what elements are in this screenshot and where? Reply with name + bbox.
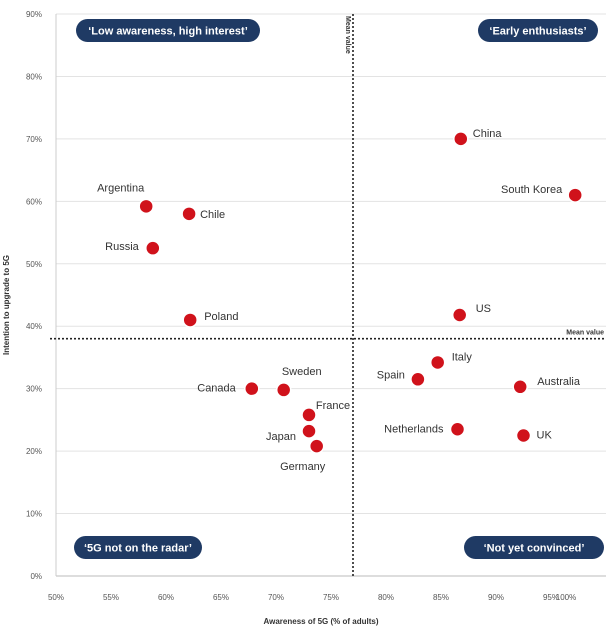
x-tick-label: 80%	[378, 593, 394, 602]
point-label: Chile	[200, 209, 225, 221]
point-label: Italy	[452, 351, 473, 363]
point-label: Spain	[377, 369, 405, 381]
quadrant-top-left-pill	[76, 19, 260, 42]
point-label: US	[476, 303, 491, 315]
mean-x-label: Mean value	[344, 16, 351, 54]
gridlines	[55, 13, 606, 577]
quadrant-top-left-text: ‘Low awareness, high interest’	[88, 26, 248, 38]
data-point	[275, 382, 292, 398]
quadrant-top-left-label: ‘Low awareness, high interest’	[76, 19, 260, 42]
point-label: Netherlands	[384, 423, 444, 435]
y-axis-title: Intention to upgrade to 5G	[2, 255, 11, 355]
data-point	[453, 131, 469, 147]
data-point	[512, 379, 528, 395]
data-point	[410, 371, 426, 388]
quadrant-bottom-left-label: ‘5G not on the radar’	[74, 536, 202, 559]
point-label: Japan	[266, 431, 296, 443]
data-point	[145, 240, 161, 256]
x-tick-label: 85%	[433, 593, 449, 602]
x-tick-label: 95%	[543, 593, 559, 602]
data-points	[138, 131, 583, 454]
y-axis-ticks: 0% 10% 20% 30% 40% 50% 60% 70% 80% 90%	[26, 10, 42, 581]
y-tick-label: 40%	[26, 322, 42, 331]
x-tick-label: 70%	[268, 593, 284, 602]
data-point	[449, 421, 466, 438]
data-point	[301, 407, 317, 423]
x-tick-label: 90%	[488, 593, 504, 602]
point-label: Russia	[105, 241, 140, 253]
x-tick-label: 55%	[103, 593, 119, 602]
x-axis-title: Awareness of 5G (% of adults)	[264, 617, 379, 626]
quadrant-bottom-right-label: ‘Not yet convinced’	[464, 536, 604, 559]
quadrant-bottom-left-text: ‘5G not on the radar’	[84, 543, 192, 555]
quadrant-bottom-right-pill	[464, 536, 604, 559]
y-tick-label: 50%	[26, 260, 42, 269]
point-label: Germany	[280, 461, 326, 473]
point-label: Poland	[204, 311, 238, 323]
x-tick-label: 65%	[213, 593, 229, 602]
y-tick-label: 10%	[26, 510, 42, 519]
y-tick-label: 90%	[26, 10, 42, 19]
data-point	[182, 312, 198, 328]
y-tick-label: 70%	[26, 135, 42, 144]
y-tick-label: 80%	[26, 72, 42, 81]
quadrant-bottom-left-pill	[74, 536, 202, 559]
data-point	[181, 206, 197, 222]
point-label: France	[316, 400, 350, 412]
x-tick-label: 50%	[48, 593, 64, 602]
data-point	[429, 354, 446, 371]
y-tick-label: 30%	[26, 385, 42, 394]
x-tick-label: 100%	[556, 593, 576, 602]
point-labels: China South Korea US Argentina Chile Russia Po…	[97, 128, 581, 473]
data-point	[567, 187, 583, 203]
point-label: Canada	[197, 383, 236, 395]
y-tick-label: 0%	[30, 572, 42, 581]
mean-y-label: Mean value	[566, 330, 604, 337]
data-point	[308, 438, 325, 454]
point-label: China	[473, 128, 503, 140]
quadrant-bottom-right-text: ‘Not yet convinced’	[484, 543, 585, 555]
data-point	[138, 198, 154, 215]
quadrant-top-right-label: ‘Early enthusiasts’	[478, 19, 598, 42]
point-label: Sweden	[282, 366, 322, 378]
quadrant-top-right-text: ‘Early enthusiasts’	[489, 26, 586, 38]
point-label: Australia	[537, 376, 581, 388]
x-axis-ticks: 50% 55% 60% 65% 70% 75% 80% 85% 90% 95%100%	[48, 593, 576, 602]
quadrant-top-right-pill	[478, 19, 598, 42]
data-point	[515, 427, 532, 444]
y-tick-label: 20%	[26, 447, 42, 456]
data-point	[451, 307, 468, 323]
data-point	[244, 380, 260, 397]
point-label: UK	[537, 430, 553, 442]
point-label: Argentina	[97, 182, 145, 194]
x-tick-label: 60%	[158, 593, 174, 602]
point-label: South Korea	[501, 184, 563, 196]
y-tick-label: 60%	[26, 197, 42, 206]
x-tick-label: 75%	[323, 593, 339, 602]
data-point	[301, 423, 317, 439]
